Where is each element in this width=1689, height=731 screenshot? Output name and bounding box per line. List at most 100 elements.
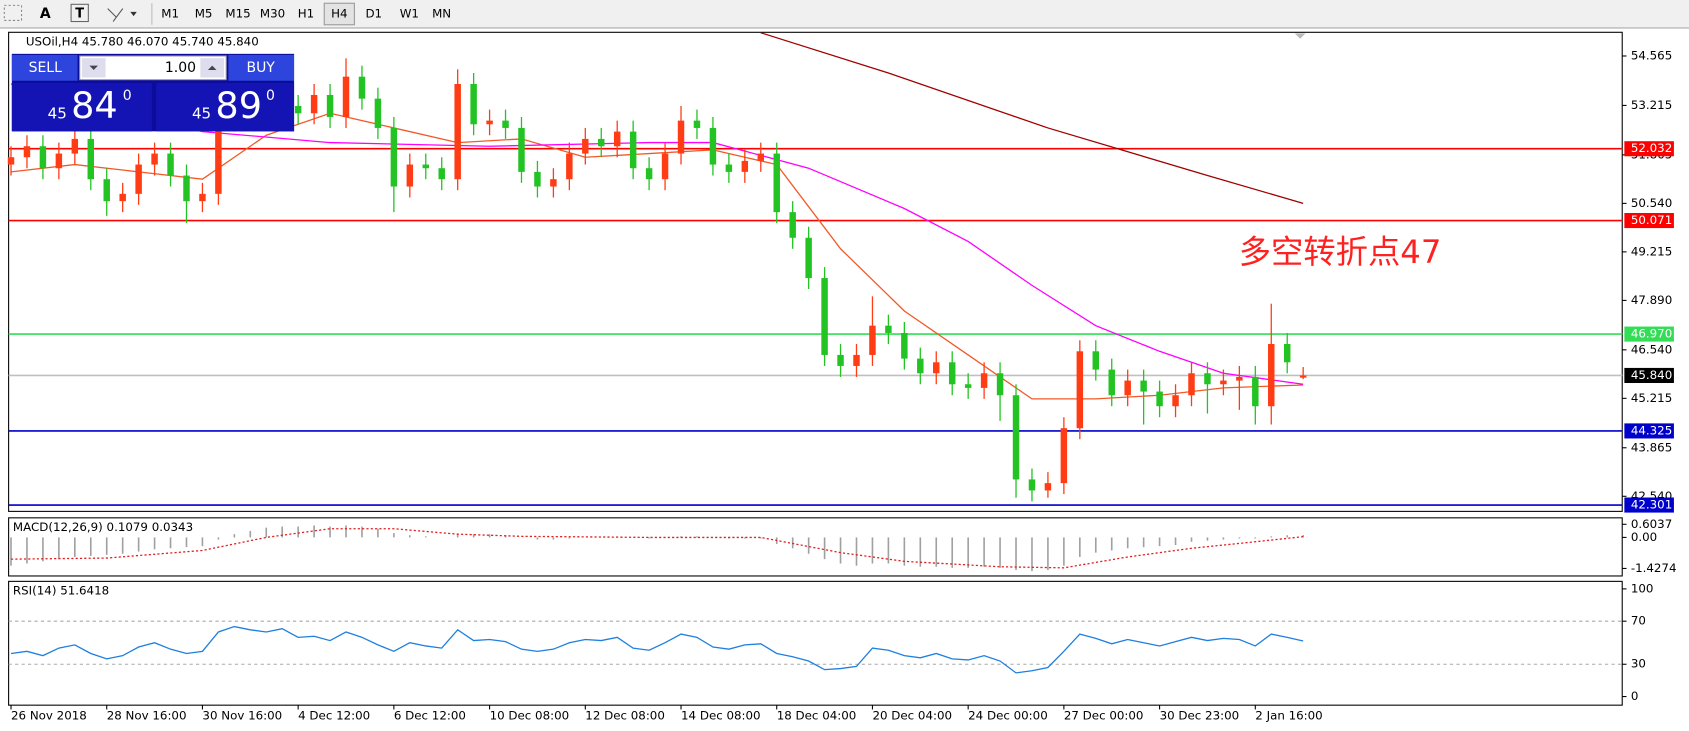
x-tick-label: 24 Dec 00:00 [968,708,1048,722]
timeframe-button[interactable] [323,2,355,26]
y-tick-label: -1.4274 [1631,561,1677,575]
candle-body [406,164,414,187]
x-tick-label: 27 Dec 00:00 [1064,708,1144,722]
y-tick-label: 53.215 [1631,98,1672,112]
candle-body [1220,380,1227,385]
candle-body [1268,343,1275,407]
shapes-tool[interactable] [107,8,124,22]
y-tick-label: 43.865 [1631,440,1672,454]
candle-body [1124,380,1131,396]
x-tick-label: 18 Dec 04:00 [777,708,857,722]
candle-body [486,120,493,125]
price-level-label: 52.032 [1631,141,1672,155]
timeframe-label[interactable]: W1 [400,6,419,20]
cursor-icon[interactable] [3,4,23,21]
candle-body [980,373,988,388]
candle-body [454,83,461,180]
candle-body [566,153,573,180]
timeframe-label[interactable]: MN [432,6,451,20]
candle-body [948,362,956,385]
candle-body [342,76,350,117]
x-tick-label: 2 Jan 16:00 [1255,708,1322,722]
text-tool[interactable]: A [40,6,51,22]
candle-body [294,105,302,114]
buy-label[interactable]: BUY [246,60,275,76]
buy-price-box[interactable] [156,82,295,132]
shift-marker [1294,33,1306,39]
price-level-tag [1624,141,1674,157]
macd-signal [11,528,1304,569]
buy-button[interactable] [228,54,295,81]
candle-body [1012,395,1020,480]
candle-body [550,179,557,187]
candle-body [853,354,860,366]
candle-body [119,193,126,202]
timeframe-label[interactable]: H1 [298,6,314,20]
x-tick-label: 10 Dec 08:00 [490,708,570,722]
timeframe-label[interactable]: M5 [195,6,213,20]
price-level-tag [1624,326,1674,342]
y-tick-label: 0.00 [1631,530,1657,544]
candle-body [1252,376,1259,407]
macd-panel [8,517,1623,577]
timeframe-label[interactable]: M15 [225,6,250,20]
candle-body [1108,369,1115,396]
lot-up-arrow [207,65,217,70]
buy-pips: 89 [215,84,262,127]
candle-body [582,138,589,154]
candle-body [1299,375,1307,378]
candle-body [837,354,844,366]
price-level-label: 50.071 [1631,213,1672,227]
candle-body [645,168,653,180]
timeframe-label[interactable]: M1 [161,6,179,20]
sell-big-figure: 45 [48,105,67,123]
buy-fraction: 0 [266,88,275,104]
candle-body [613,131,621,147]
candle-body [693,120,701,128]
sell-label[interactable]: SELL [29,60,63,76]
candle-body [917,358,924,374]
label-tool[interactable]: T [75,6,84,21]
timeframe-label[interactable]: H4 [331,6,347,20]
candle-body [885,325,892,333]
y-tick-label: 70 [1631,614,1646,628]
y-tick-label: 0.6037 [1631,517,1672,531]
candle-body [151,153,158,165]
candle-body [390,127,398,187]
x-tick-label: 26 Nov 2018 [11,708,87,722]
candle-body [1283,343,1291,363]
annotation: 多空转折点47 [1239,233,1442,271]
sell-button[interactable] [11,54,78,81]
lot-box[interactable] [79,55,227,81]
candle-body [183,175,190,202]
x-tick-label: 12 Dec 08:00 [585,708,665,722]
sell-price-box[interactable] [11,82,152,132]
price-level-tag [1624,423,1674,439]
candle-body [87,138,95,180]
sell-pips: 84 [71,84,118,127]
candle-body [438,168,445,180]
lot-value[interactable]: 1.00 [165,60,196,76]
y-tick-label: 0 [1631,689,1639,703]
timeframe-label[interactable]: D1 [365,6,382,20]
candle-body [1188,373,1195,396]
candle-body [964,384,972,388]
y-tick-label: 54.565 [1631,48,1672,62]
candle-body [677,120,685,154]
candle-body [789,212,796,238]
candle-body [71,138,79,154]
dropdown-arrow[interactable] [130,11,137,17]
candle-body [326,94,334,117]
candle-body [470,83,477,125]
candle-body [55,153,63,169]
price-level-label: 44.325 [1631,423,1672,437]
candle-body [1092,351,1100,370]
timeframe-label[interactable]: M30 [260,6,285,20]
moving-average [760,32,1304,204]
y-tick-label: 30 [1631,657,1646,671]
x-tick-label: 14 Dec 08:00 [681,708,761,722]
price-level-label: 42.301 [1631,498,1672,512]
x-tick-label: 30 Nov 16:00 [202,708,282,722]
